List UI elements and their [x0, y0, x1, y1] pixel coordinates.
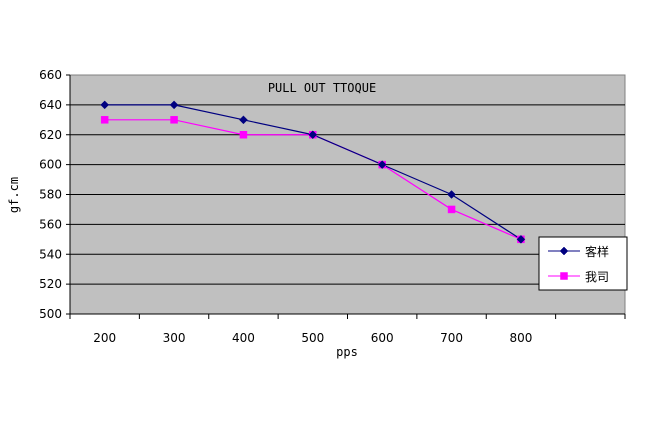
x-tick-label: 700 — [440, 331, 463, 345]
y-tick-label: 500 — [39, 307, 62, 321]
data-point-square — [100, 116, 109, 124]
data-point-square — [239, 131, 248, 139]
legend-marker-diamond — [559, 246, 569, 256]
data-point-diamond — [308, 130, 318, 140]
x-tick-label: 200 — [93, 331, 116, 345]
x-tick-label: 300 — [163, 331, 186, 345]
legend: 客样 我司 — [538, 236, 628, 291]
data-point-square — [447, 205, 456, 214]
y-axis-label: gf.cm — [7, 177, 21, 213]
y-tick-label: 560 — [39, 217, 62, 231]
y-tick-label: 520 — [39, 277, 62, 291]
x-tick-label: 400 — [232, 331, 255, 345]
data-point-diamond — [239, 115, 248, 125]
legend-marker-diamond — [559, 246, 569, 256]
data-point-diamond — [169, 100, 179, 110]
x-tick-label: 600 — [371, 331, 394, 345]
legend-label-1: 客样 — [585, 244, 609, 259]
y-tick-label: 580 — [39, 188, 62, 202]
data-point-square — [170, 116, 178, 124]
y-tick-label: 660 — [39, 68, 62, 82]
legend-marker-square — [560, 272, 568, 280]
grid-lines — [70, 104, 625, 285]
legend-box — [538, 236, 628, 291]
data-point-diamond — [377, 160, 387, 169]
data-point-diamond — [100, 100, 110, 110]
legend-marker-square — [560, 272, 568, 280]
data-point-diamond — [447, 190, 456, 199]
legend-label-2: 我司 — [585, 270, 609, 284]
chart-title: PULL OUT TTOQUE — [268, 81, 376, 95]
x-tick-label: 500 — [301, 331, 324, 345]
data-point-diamond — [516, 234, 526, 244]
y-tick-label: 620 — [39, 128, 62, 142]
x-tick-label: 800 — [509, 331, 532, 345]
axes: 500 520 540 560 580 600 620 640 660 200 300 400 500 6… — [39, 68, 626, 345]
y-tick-label: 600 — [39, 158, 62, 172]
y-tick-label: 640 — [39, 98, 62, 112]
y-tick-label: 540 — [39, 247, 62, 261]
series-lines — [100, 100, 526, 244]
x-axis-label: pps — [336, 345, 358, 359]
